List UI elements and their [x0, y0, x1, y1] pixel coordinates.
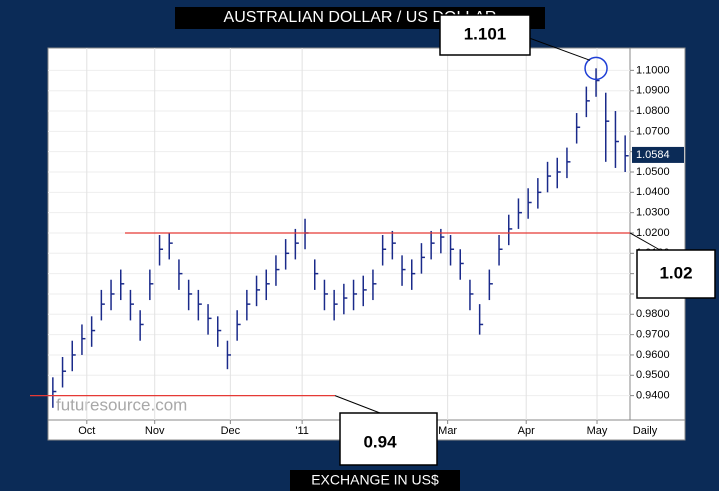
level-callout-pointer — [629, 232, 661, 251]
peak-circle — [584, 56, 608, 81]
x-tick-label: Mar — [438, 425, 457, 437]
y-tick-label: 0.9400 — [636, 390, 670, 402]
chart-subtitle: EXCHANGE IN US$ — [311, 472, 439, 488]
x-tick-label: '11 — [295, 425, 309, 437]
last-price-label: 1.0584 — [636, 149, 670, 161]
y-tick-label: 0.9500 — [636, 369, 670, 381]
y-tick-label: 1.0900 — [636, 85, 670, 97]
x-tick-label: Apr — [518, 425, 535, 437]
level-callout-label: 0.94 — [363, 432, 397, 451]
y-tick-label: 0.9800 — [636, 308, 670, 320]
level-callout-box — [636, 249, 716, 299]
x-tick-label: Oct — [78, 425, 95, 437]
y-tick-label: 0.9700 — [636, 329, 670, 341]
y-tick-label: 1.0200 — [636, 227, 670, 239]
x-tick-label: Nov — [145, 425, 165, 437]
y-tick-label: 1.1000 — [636, 64, 670, 76]
y-tick-label: 1.0500 — [636, 166, 670, 178]
y-tick-label: 1.0700 — [636, 125, 670, 137]
peak-callout-box — [439, 14, 531, 56]
chart-title: AUSTRALIAN DOLLAR / US DOLLAR — [224, 9, 497, 26]
y-tick-label: 1.0400 — [636, 186, 670, 198]
level-callout-box — [339, 412, 438, 466]
y-tick-label: 1.0800 — [636, 105, 670, 117]
frequency-label: Daily — [633, 425, 658, 437]
level-callout-pointer — [334, 395, 381, 414]
last-price-box — [632, 146, 684, 163]
peak-callout-label: 1.101 — [464, 24, 507, 43]
watermark: futuresource.com — [56, 395, 187, 414]
peak-callout-pointer — [520, 34, 591, 61]
plot-area — [47, 47, 686, 441]
x-tick-label: Dec — [221, 425, 241, 437]
level-callout-label: 1.02 — [659, 263, 692, 282]
x-tick-label: May — [587, 425, 608, 437]
chart-layer: 0.94000.95000.96000.97000.98000.99001.00… — [30, 14, 716, 466]
subtitle-box — [290, 470, 460, 491]
y-tick-label: 1.0300 — [636, 207, 670, 219]
y-tick-label: 0.9600 — [636, 349, 670, 361]
